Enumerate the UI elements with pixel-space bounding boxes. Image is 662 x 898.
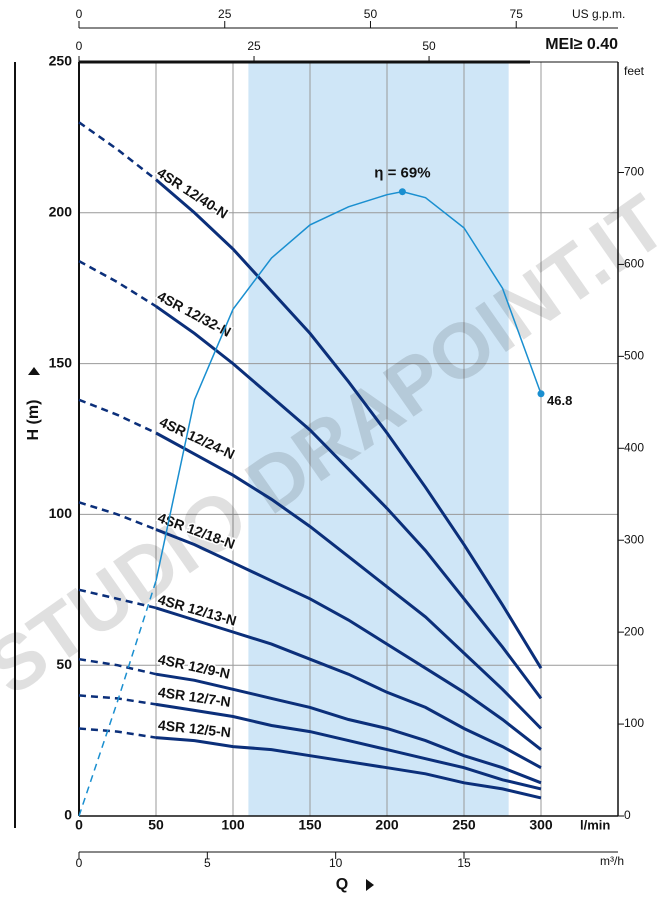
curve-label: 4SR 12/5-N: [157, 717, 231, 741]
y-tick-label: 150: [49, 354, 73, 370]
y2-tick-label: 200: [624, 624, 644, 638]
pump-curve-dashed: [78, 588, 157, 610]
x-tick-label: 200: [375, 817, 399, 833]
pump-curve-dashed: [78, 727, 157, 739]
x-label: l/min: [580, 817, 610, 832]
efficiency-point: [398, 188, 406, 196]
pump-curve-dashed: [78, 260, 157, 308]
pump-curve: [155, 606, 542, 770]
pump-curve: [155, 736, 542, 800]
x-arrow: [366, 879, 374, 891]
axis-tick-label: 50: [422, 39, 436, 53]
axis-tick-label: 75: [510, 7, 524, 21]
pump-curve: [155, 305, 543, 700]
x-title: Q: [336, 876, 348, 893]
pump-curve: [155, 672, 542, 785]
y-tick-label: 200: [49, 204, 73, 220]
y2-tick-label: 700: [624, 165, 644, 179]
pump-curve-dashed: [78, 501, 157, 531]
x-tick-label: 0: [75, 817, 83, 833]
axis-tick-label: 0: [76, 7, 83, 21]
y-tick-label: 100: [49, 505, 73, 521]
axis-tick-label: 10: [329, 856, 343, 870]
axis-tick-label: 25: [218, 7, 232, 21]
highlight-band: [248, 62, 509, 816]
mei-label: MEI≥ 0.40: [545, 36, 618, 53]
end-label: 46.8: [547, 393, 572, 408]
pump-curve-dashed: [78, 694, 157, 706]
plot-background: [78, 61, 618, 817]
x-tick-label: 150: [298, 817, 322, 833]
peak-label: η = 69%: [374, 165, 430, 182]
pump-curve: [155, 178, 543, 669]
top-axis-label: US g.p.m.: [572, 7, 625, 21]
axis-tick-label: 5: [204, 856, 211, 870]
y2-tick-label: 300: [624, 532, 644, 546]
x-tick-label: 300: [529, 817, 553, 833]
pump-curve: [155, 431, 543, 730]
y-tick-label: 0: [64, 807, 72, 823]
curve-label: 4SR 12/13-N: [156, 591, 238, 629]
y2-label: feet: [624, 64, 645, 78]
pump-curve: [155, 702, 542, 791]
pump-curve: [155, 528, 542, 751]
y-arrow: [28, 367, 40, 375]
y2-tick-label: 600: [624, 257, 644, 271]
pump-curve-dashed: [78, 121, 157, 181]
axis-tick-label: 25: [247, 39, 261, 53]
y-tick-label: 50: [56, 656, 72, 672]
axis-tick-label: 15: [457, 856, 471, 870]
y-label: H (m): [25, 400, 42, 441]
bottom-axis-label: m³/h: [600, 854, 624, 868]
pump-curve-dashed: [78, 657, 157, 676]
x-tick-label: 250: [452, 817, 476, 833]
axis-tick-label: 0: [76, 39, 83, 53]
y2-tick-label: 500: [624, 349, 644, 363]
axis-tick-label: 50: [364, 7, 378, 21]
efficiency-point: [537, 390, 545, 398]
y2-tick-label: 100: [624, 716, 644, 730]
efficiency-curve: [155, 190, 542, 581]
x-tick-label: 100: [221, 817, 245, 833]
x-tick-label: 50: [148, 817, 164, 833]
efficiency-dashed: [78, 580, 157, 817]
pump-curve-dashed: [78, 398, 157, 435]
y-tick-label: 250: [49, 53, 73, 69]
y2-tick-label: 0: [624, 808, 631, 822]
y2-tick-label: 400: [624, 440, 644, 454]
axis-tick-label: 0: [76, 856, 83, 870]
